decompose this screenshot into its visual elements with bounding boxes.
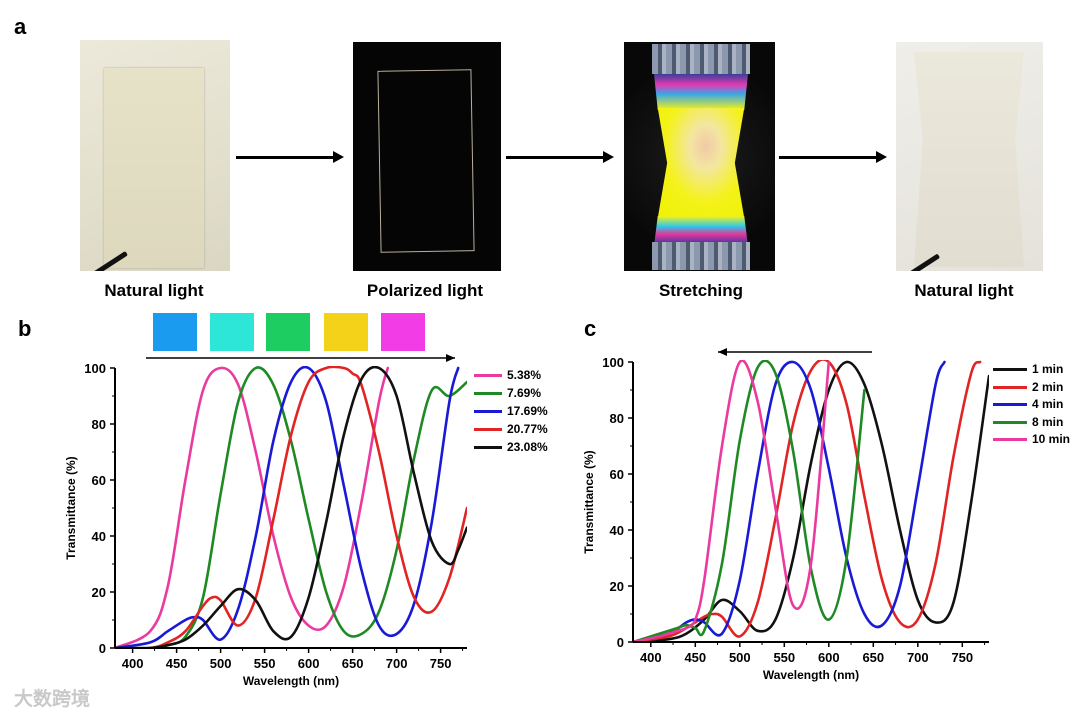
chart-b-y-axis-label: Transmittance (%) xyxy=(64,456,78,559)
chart-b-x-tick-label: 700 xyxy=(386,656,408,671)
chart-b-x-axis-label: Wavelength (nm) xyxy=(243,674,339,688)
chart-b-y-tick-label: 20 xyxy=(92,585,106,600)
photo-film-stretching xyxy=(624,42,775,271)
chart-b-series-line-4 xyxy=(115,366,467,648)
chart-b-x-tick-label: 450 xyxy=(166,656,188,671)
panel-label-b: b xyxy=(18,316,32,341)
chart-c-legend-swatch-5 xyxy=(993,438,1027,441)
chart-c-series-line-1 xyxy=(633,360,989,642)
chart-c-legend-label-2: 2 min xyxy=(1032,379,1064,394)
chart-c-x-tick-label: 450 xyxy=(684,650,706,665)
process-arrow-1 xyxy=(236,151,344,163)
chart-b-trend-arrow-head xyxy=(446,354,455,362)
film-sheet xyxy=(914,52,1024,267)
chart-b-x-tick-label: 750 xyxy=(430,656,452,671)
upper-clamp xyxy=(652,44,750,74)
stretched-film-yellow xyxy=(657,108,745,218)
process-arrow-2 xyxy=(506,151,614,163)
chart-c-legend-swatch-2 xyxy=(993,385,1027,389)
chart-b-series-line-3 xyxy=(115,366,460,648)
photo-caption-3: Stretching xyxy=(658,281,744,300)
chart-b-y-tick-label: 80 xyxy=(92,417,106,432)
chart-c-y-tick-label: 40 xyxy=(610,523,624,538)
interference-band-top xyxy=(654,74,748,110)
chart-c-series-line-5 xyxy=(633,360,831,642)
chart-c-y-tick-label: 20 xyxy=(610,579,624,594)
chart-b-x-tick-label: 550 xyxy=(254,656,276,671)
chart-c-y-tick-label: 100 xyxy=(602,355,624,370)
process-arrow-3 xyxy=(779,151,887,163)
chart-c-legend-label-4: 8 min xyxy=(1032,414,1064,429)
chart-c-series-line-4 xyxy=(633,360,866,642)
interference-band-bottom xyxy=(654,216,748,246)
panel-label-c: c xyxy=(584,316,597,341)
chart-c-x-tick-label: 400 xyxy=(640,650,662,665)
photo-film-natural-light-after xyxy=(896,42,1043,271)
chart-b-legend-swatch-1 xyxy=(474,374,502,377)
chart-c-x-axis-label: Wavelength (nm) xyxy=(763,668,859,682)
chart-c-x-tick-label: 550 xyxy=(773,650,795,665)
chart-b-x-tick-label: 400 xyxy=(122,656,144,671)
chart-b-x-tick-label: 500 xyxy=(210,656,232,671)
chart-b-legend-swatch-5 xyxy=(474,446,502,449)
color-swatch-yellow xyxy=(324,313,368,351)
color-swatch-green xyxy=(266,313,310,351)
chart-c-y-tick-label: 60 xyxy=(610,467,624,482)
photo-film-natural-light-before xyxy=(80,40,230,271)
chart-b-series-line-2 xyxy=(115,366,467,648)
chart-c-x-tick-label: 750 xyxy=(951,650,973,665)
chart-c-legend-swatch-1 xyxy=(993,368,1027,371)
chart-b-x-tick-label: 650 xyxy=(342,656,364,671)
chart-c-series-group xyxy=(633,360,989,642)
chart-b-legend-label-5: 23.08% xyxy=(507,440,548,454)
film-sheet xyxy=(104,68,204,268)
chart-c-y-axis-label: Transmittance (%) xyxy=(582,450,596,553)
chart-c-series-line-2 xyxy=(633,360,982,642)
chart-b-y-tick-label: 100 xyxy=(84,361,106,376)
chart-b-series-line-5 xyxy=(115,366,467,648)
photo-film-polarized-light xyxy=(353,42,501,271)
photo-caption-4: Natural light xyxy=(914,281,1014,300)
chart-c-x-tick-label: 650 xyxy=(862,650,884,665)
chart-b-legend-swatch-4 xyxy=(474,428,502,431)
chart-b-legend-label-4: 20.77% xyxy=(507,422,548,436)
chart-b-y-tick-label: 60 xyxy=(92,473,106,488)
color-swatch-blue xyxy=(153,313,197,351)
chart-c-y-tick-label: 0 xyxy=(617,635,624,650)
chart-b-legend-swatch-2 xyxy=(474,392,502,395)
chart-b-legend-label-2: 7.69% xyxy=(507,386,542,400)
chart-c-x-tick-label: 500 xyxy=(729,650,751,665)
photo-caption-2: Polarized light xyxy=(366,281,484,300)
color-swatch-cyan xyxy=(210,313,254,351)
panel-label-a: a xyxy=(14,14,27,39)
chart-b-y-tick-label: 0 xyxy=(99,641,106,656)
chart-c-series-line-3 xyxy=(633,360,946,642)
photo-caption-1: Natural light xyxy=(104,281,204,300)
chart-c-legend-swatch-4 xyxy=(993,420,1027,424)
chart-c-legend-label-1: 1 min xyxy=(1032,362,1064,376)
watermark: 大数跨境 xyxy=(14,688,91,710)
chart-c-x-tick-label: 700 xyxy=(907,650,929,665)
lower-clamp xyxy=(652,242,750,270)
chart-c-legend-label-5: 10 min xyxy=(1032,432,1071,446)
chart-c-trend-arrow-head xyxy=(718,348,727,356)
chart-c-x-tick-label: 600 xyxy=(818,650,840,665)
chart-c-y-tick-label: 80 xyxy=(610,411,624,426)
chart-b-series-group xyxy=(115,366,467,648)
chart-b-legend-label-1: 5.38% xyxy=(507,368,542,382)
chart-b-legend-label-3: 17.69% xyxy=(507,404,548,418)
chart-c-legend-label-3: 4 min xyxy=(1032,397,1064,411)
chart-c-legend-swatch-3 xyxy=(993,403,1027,406)
color-swatch-magenta xyxy=(381,313,425,351)
chart-b-legend-swatch-3 xyxy=(474,410,502,413)
chart-b-y-tick-label: 40 xyxy=(92,529,106,544)
chart-b-x-tick-label: 600 xyxy=(298,656,320,671)
